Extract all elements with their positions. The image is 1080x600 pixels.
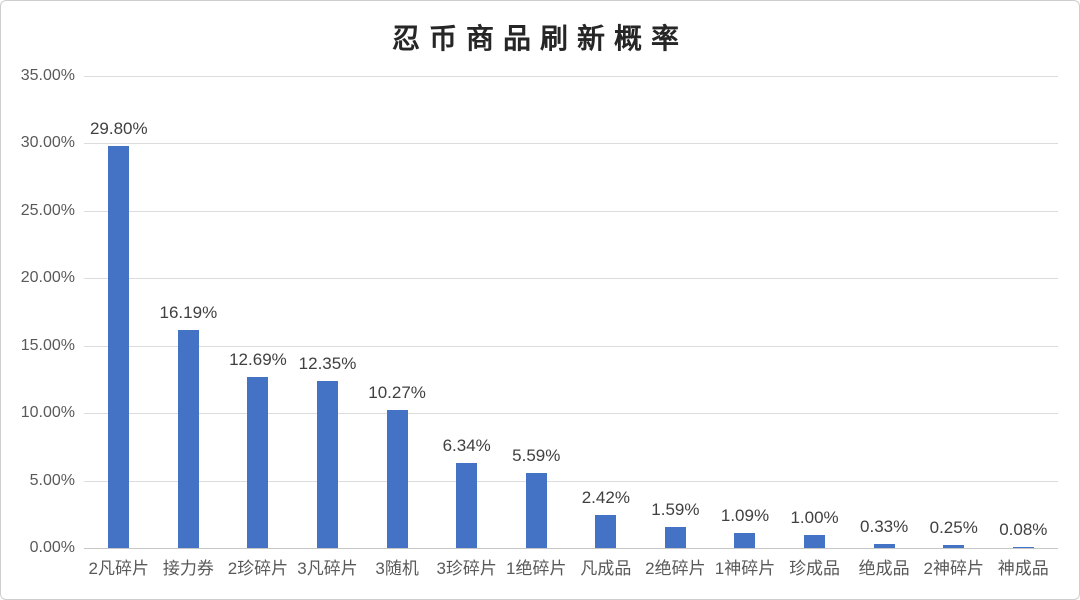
gridline — [84, 413, 1058, 415]
category-label: 3凡碎片 — [297, 559, 358, 578]
bar-slot: 1.59% — [641, 76, 711, 548]
category-label: 神成品 — [997, 559, 1049, 578]
bar-slot: 0.33% — [849, 76, 919, 548]
data-label: 5.59% — [512, 445, 561, 465]
gridline — [84, 143, 1058, 145]
bar — [664, 526, 686, 548]
chart-title: 忍币商品刷新概率 — [391, 22, 688, 55]
bar — [1012, 546, 1034, 548]
gridline — [84, 345, 1058, 347]
bar — [386, 409, 408, 548]
bar — [595, 515, 617, 548]
category-label: 3随机 — [375, 559, 419, 578]
y-axis-tick-label: 0.00% — [29, 539, 75, 556]
data-label: 0.25% — [929, 517, 978, 537]
plot-area: 29.80% 16.19% 12.69% 12.35% 10.27% 6.34% 5.59%… — [84, 76, 1058, 549]
gridline — [84, 278, 1058, 280]
bar-slot: 1.09% — [710, 76, 780, 548]
bar — [525, 472, 547, 548]
y-axis-tick-label: 20.00% — [20, 269, 75, 287]
bar — [804, 534, 826, 548]
data-label: 2.42% — [581, 488, 630, 508]
x-axis-labels: 2凡碎片 接力券 2珍碎片 3凡碎片 3随机 3珍碎片 1绝碎片 凡成品 2绝碎片 1神碎片 珍成品… — [84, 557, 1058, 581]
gridline — [84, 76, 1058, 77]
y-axis-tick-label: 5.00% — [29, 471, 75, 489]
category-label: 珍成品 — [789, 559, 841, 578]
y-axis-tick-label: 35.00% — [20, 67, 75, 84]
data-label: 0.08% — [999, 519, 1048, 539]
category-label: 凡成品 — [580, 559, 632, 578]
y-axis-tick-label: 30.00% — [20, 134, 75, 152]
data-label: 1.00% — [790, 507, 839, 527]
category-label: 绝成品 — [858, 559, 910, 578]
category-label: 2凡碎片 — [88, 559, 150, 578]
bars-row: 29.80% 16.19% 12.69% 12.35% 10.27% 6.34% 5.59%… — [84, 76, 1058, 548]
y-axis-tick-label: 10.00% — [20, 404, 75, 422]
data-label: 12.69% — [229, 349, 287, 369]
bar-slot: 0.08% — [989, 76, 1059, 548]
category-label: 2绝碎片 — [645, 559, 706, 578]
bar-slot: 10.27% — [362, 76, 432, 548]
data-label: 12.35% — [298, 354, 357, 374]
data-label: 29.80% — [89, 119, 148, 139]
bar — [247, 376, 269, 548]
bar-slot: 6.34% — [432, 76, 502, 548]
y-axis-tick-label: 25.00% — [20, 201, 75, 219]
y-axis-tick-label: 15.00% — [20, 336, 75, 354]
bar — [317, 381, 339, 548]
bar — [943, 544, 965, 548]
bar — [456, 462, 478, 548]
data-label: 16.19% — [159, 302, 218, 322]
data-label: 10.27% — [368, 382, 426, 402]
bar-slot: 12.69% — [223, 76, 293, 548]
bar — [108, 146, 130, 548]
category-label: 接力券 — [162, 559, 214, 578]
bar — [734, 533, 756, 548]
y-axis: 0.00% 5.00% 10.00% 15.00% 20.00% 25.00% 30.00%… — [1, 67, 75, 556]
data-label: 1.59% — [651, 499, 700, 519]
bar-slot: 16.19% — [154, 76, 224, 548]
data-label: 6.34% — [442, 435, 491, 455]
category-label: 1神碎片 — [714, 559, 776, 578]
gridline — [84, 210, 1058, 212]
gridline — [84, 480, 1058, 482]
bar-slot: 12.35% — [293, 76, 363, 548]
data-label: 1.09% — [720, 506, 770, 526]
bar-slot: 5.59% — [501, 76, 571, 548]
category-label: 2珍碎片 — [227, 559, 289, 578]
bar-slot: 1.00% — [780, 76, 850, 548]
data-label: 0.33% — [860, 516, 909, 536]
x-axis-line — [84, 548, 1058, 549]
category-label: 3珍碎片 — [436, 559, 497, 578]
category-label: 1绝碎片 — [506, 559, 567, 578]
bar — [873, 543, 895, 548]
bar — [177, 329, 199, 548]
bar-slot: 0.25% — [919, 76, 989, 548]
bar-slot: 2.42% — [571, 76, 641, 548]
bar-slot: 29.80% — [84, 76, 154, 548]
category-label: 2神碎片 — [923, 559, 984, 578]
